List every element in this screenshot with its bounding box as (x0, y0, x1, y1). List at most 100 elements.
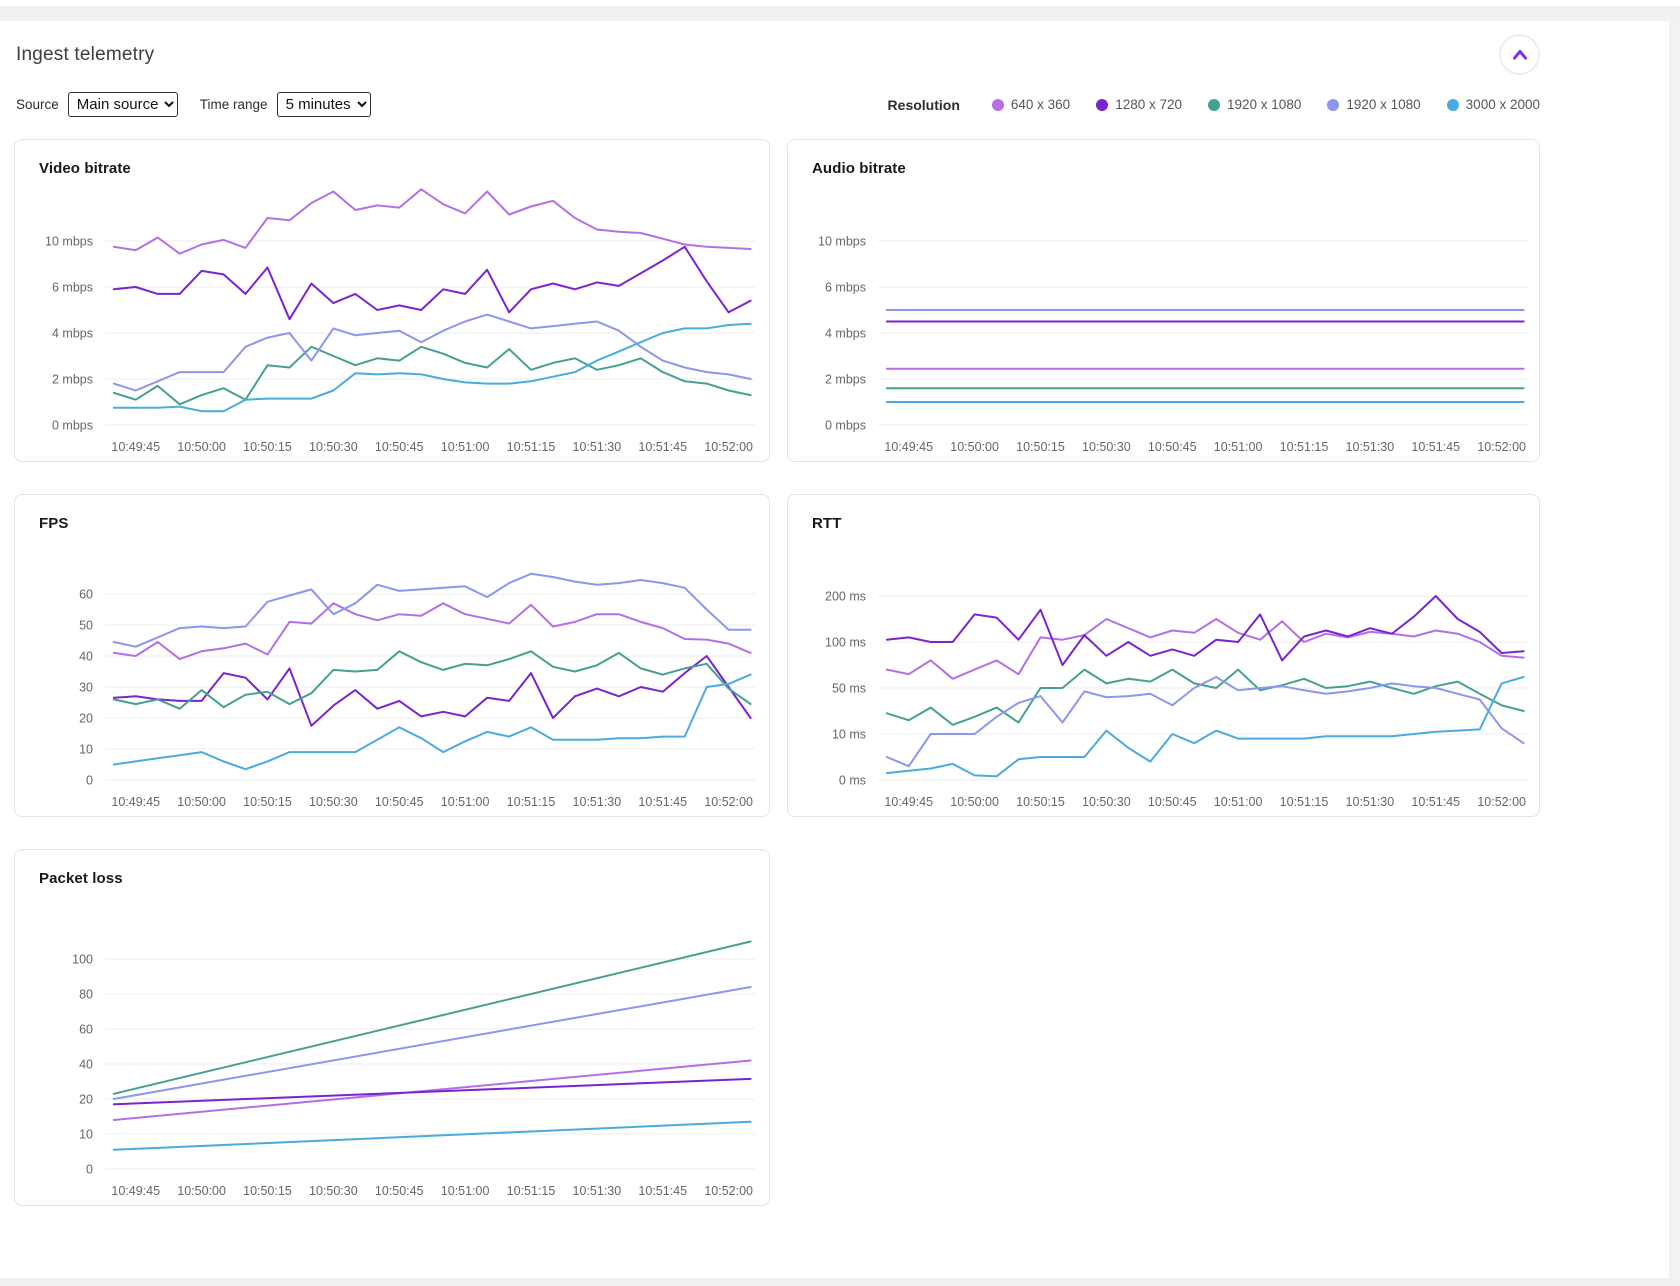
chart-title: Video bitrate (39, 160, 131, 177)
x-axis-tick-label: 10:50:15 (1016, 795, 1065, 809)
series-line-3000x2000 (885, 676, 1525, 778)
x-axis-tick-label: 10:52:00 (704, 1184, 753, 1198)
x-axis-tick-label: 10:50:30 (309, 440, 358, 454)
y-axis-tick-label: 30 (79, 681, 93, 695)
time-range-select[interactable]: 5 minutes (276, 92, 371, 117)
series-line-640x360 (112, 1059, 752, 1121)
x-axis-tick-label: 10:49:45 (111, 1184, 160, 1198)
chart-title: Audio bitrate (812, 160, 906, 177)
source-select[interactable]: Main source (67, 92, 178, 117)
y-axis-tick-label: 0 (86, 774, 93, 788)
legend-item: 1280 x 720 (1096, 97, 1182, 112)
charts-grid: Video bitrate 0 mbps 2 mbps 4 mbps 6 mbps 10… (14, 139, 1540, 1206)
y-axis-tick-label: 10 mbps (45, 235, 93, 249)
panel-video-bitrate: Video bitrate 0 mbps 2 mbps 4 mbps 6 mbps 10… (14, 139, 770, 462)
x-axis-tick-label: 10:49:45 (111, 440, 160, 454)
y-axis-tick-label: 80 (79, 988, 93, 1002)
x-axis-tick-label: 10:51:45 (638, 440, 687, 454)
legend-item: 3000 x 2000 (1446, 97, 1540, 112)
x-axis-tick-label: 10:51:00 (441, 440, 490, 454)
panel-audio-bitrate: Audio bitrate 0 mbps 2 mbps 4 mbps 6 mbps 10… (787, 139, 1540, 462)
x-axis-tick-label: 10:50:15 (243, 1184, 292, 1198)
y-axis-tick-label: 50 ms (832, 682, 866, 696)
x-axis-tick-label: 10:50:00 (177, 440, 226, 454)
y-axis-tick-label: 40 (79, 650, 93, 664)
legend-item: 640 x 360 (991, 97, 1070, 112)
page-title: Ingest telemetry (16, 44, 155, 65)
chevron-up-icon (1512, 49, 1527, 59)
series-line-3000x2000 (112, 322, 752, 413)
video-bitrate-chart: 0 mbps 2 mbps 4 mbps 6 mbps 10 mbps 10:49:45 1… (45, 188, 755, 454)
x-axis-tick-label: 10:51:00 (441, 795, 490, 809)
x-axis-tick-label: 10:51:45 (638, 1184, 687, 1198)
x-axis-tick-label: 10:52:00 (704, 440, 753, 454)
x-axis-tick-label: 10:50:00 (950, 440, 999, 454)
series-line-3000x2000 (112, 1120, 752, 1151)
x-axis-tick-label: 10:51:00 (1214, 440, 1263, 454)
series-line-1920x1080 (112, 345, 752, 406)
series-line-640x360 (112, 602, 752, 661)
x-axis-tick-label: 10:51:45 (1411, 440, 1460, 454)
legend-color-dot (1327, 98, 1340, 111)
x-axis-tick-label: 10:50:15 (243, 795, 292, 809)
legend-item-label: 1920 x 1080 (1227, 97, 1302, 112)
legend-color-dot (1096, 98, 1109, 111)
x-axis-tick-label: 10:51:00 (1214, 795, 1263, 809)
legend-item-label: 1920 x 1080 (1346, 97, 1421, 112)
time-range-label: Time range (199, 97, 268, 112)
legend-item-label: 1280 x 720 (1115, 97, 1183, 112)
legend-item-label: 3000 x 2000 (1465, 97, 1540, 112)
x-axis-tick-label: 10:51:30 (1346, 795, 1395, 809)
x-axis-tick-label: 10:52:00 (1477, 795, 1526, 809)
y-axis-tick-label: 0 mbps (52, 419, 93, 433)
x-axis-tick-label: 10:50:00 (177, 795, 226, 809)
x-axis-tick-label: 10:50:30 (309, 1184, 358, 1198)
resolution-legend: Resolution 640 x 360 1280 x 720 1920 x 108… (888, 97, 1540, 113)
x-axis-tick-label: 10:50:30 (1082, 440, 1131, 454)
legend-color-dot (991, 98, 1004, 111)
x-axis-tick-label: 10:51:30 (1346, 440, 1395, 454)
x-axis-tick-label: 10:50:30 (309, 795, 358, 809)
x-axis-tick-label: 10:51:15 (507, 1184, 556, 1198)
y-axis-tick-label: 10 mbps (818, 235, 866, 249)
series-line-1920x1080 (885, 676, 1525, 768)
y-axis-tick-label: 10 ms (832, 728, 866, 742)
x-axis-tick-label: 10:51:15 (507, 440, 556, 454)
panel-fps: FPS 0 10 20 30 40 50 60 10:49:45 10:50:00 10:50:1… (14, 494, 770, 817)
y-axis-tick-label: 100 (72, 953, 93, 967)
y-axis-tick-label: 100 ms (825, 636, 866, 650)
x-axis-tick-label: 10:52:00 (704, 795, 753, 809)
y-axis-tick-label: 60 (79, 588, 93, 602)
x-axis-tick-label: 10:50:15 (243, 440, 292, 454)
series-line-1280x720 (112, 245, 752, 321)
packet-loss-chart: 0 10 20 40 60 80 100 10:49:45 10:50:00 10:50:15 10… (72, 940, 755, 1198)
y-axis-tick-label: 60 (79, 1023, 93, 1037)
series-line-1920x1080 (112, 986, 752, 1100)
series-line-1920x1080 (112, 313, 752, 392)
series-line-3000x2000 (112, 673, 752, 771)
y-axis-tick-label: 50 (79, 619, 93, 633)
top-divider-strip (0, 6, 1680, 21)
series-line-1920x1080 (112, 650, 752, 710)
x-axis-tick-label: 10:50:45 (1148, 795, 1197, 809)
chart-title: Packet loss (39, 870, 123, 887)
x-axis-tick-label: 10:50:00 (950, 795, 999, 809)
legend-color-dot (1208, 98, 1221, 111)
panel-packet-loss: Packet loss 0 10 20 40 60 80 100 10:49:45 10:50:… (14, 849, 770, 1206)
chart-title: FPS (39, 515, 69, 532)
y-axis-tick-label: 20 (79, 1093, 93, 1107)
y-axis-tick-label: 0 ms (839, 774, 866, 788)
series-line-640x360 (885, 618, 1525, 680)
audio-bitrate-chart: 0 mbps 2 mbps 4 mbps 6 mbps 10 mbps 10:49:45 1… (818, 235, 1528, 454)
x-axis-tick-label: 10:51:00 (441, 1184, 490, 1198)
bottom-divider-strip (0, 1278, 1680, 1286)
collapse-button[interactable] (1499, 34, 1540, 75)
x-axis-tick-label: 10:49:45 (111, 795, 160, 809)
x-axis-tick-label: 10:50:15 (1016, 440, 1065, 454)
legend-item: 1920 x 1080 (1208, 97, 1301, 112)
series-line-1920x1080 (112, 572, 752, 648)
series-line-1280x720 (885, 595, 1525, 666)
scrollbar[interactable] (1669, 21, 1680, 1278)
panel-rtt: RTT 0 ms 10 ms 50 ms 100 ms 200 ms 10:49:45 10… (787, 494, 1540, 817)
x-axis-tick-label: 10:50:45 (1148, 440, 1197, 454)
